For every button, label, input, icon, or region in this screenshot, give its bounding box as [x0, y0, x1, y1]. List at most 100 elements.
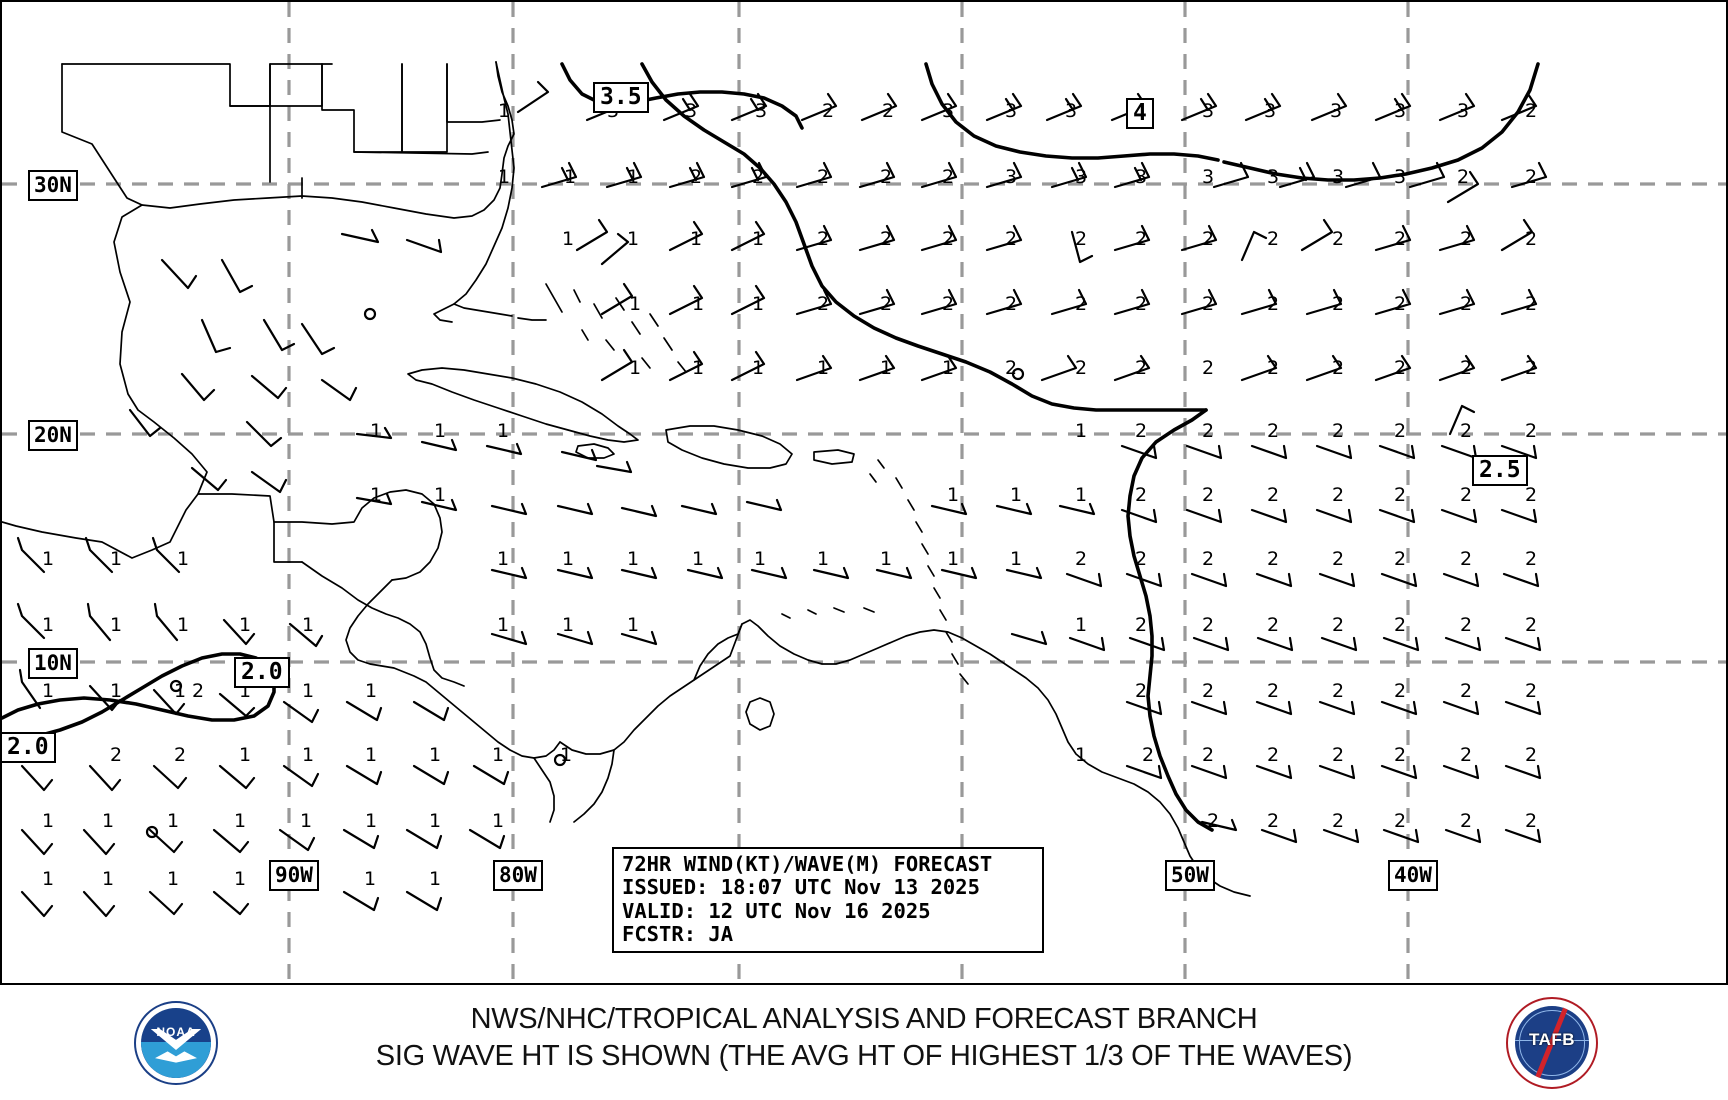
wave-height-value: 2: [1267, 484, 1280, 506]
wave-height-value: 2: [1267, 680, 1280, 702]
tafb-logo-text: TAFB: [1528, 1030, 1576, 1050]
wave-height-value: 2: [1460, 420, 1473, 442]
longitude-label-80w: 80W: [493, 860, 543, 891]
wave-height-value: 2: [1135, 614, 1148, 636]
wave-height-value: 2: [1525, 744, 1538, 766]
wave-height-value: 2: [1460, 484, 1473, 506]
wave-height-value: 2: [880, 166, 893, 188]
wave-height-value: 1: [234, 810, 247, 832]
footer: NOAA NWS/NHC/TROPICAL ANALYSIS AND FOREC…: [0, 985, 1728, 1100]
wave-height-value: 1: [167, 868, 180, 890]
wave-height-value: 2: [1202, 420, 1215, 442]
wave-height-value: 2: [1525, 680, 1538, 702]
wave-height-value: 1: [492, 744, 505, 766]
wave-height-value: 1: [42, 868, 55, 890]
wave-height-value: 3: [1330, 100, 1343, 122]
wave-height-value: 2: [1332, 744, 1345, 766]
wave-height-value: 2: [1332, 484, 1345, 506]
wave-height-value: 1: [562, 548, 575, 570]
coastlines: [2, 61, 1251, 897]
wave-height-value: 1: [177, 548, 190, 570]
wave-height-value: 2: [1332, 357, 1345, 379]
wave-height-value: 1: [692, 293, 705, 315]
wave-height-value: 2: [1394, 548, 1407, 570]
wave-height-value: 1: [102, 810, 115, 832]
longitude-label-90w: 90W: [269, 860, 319, 891]
wave-height-value: 2: [1525, 484, 1538, 506]
wave-height-value: 2: [1460, 744, 1473, 766]
wave-height-value: 2: [110, 744, 123, 766]
wave-height-value: 2: [1332, 810, 1345, 832]
wind-barbs: [16, 80, 1548, 918]
longitude-label-40w: 40W: [1388, 860, 1438, 891]
wave-height-value: 2: [1525, 100, 1538, 122]
wave-height-value: 2: [1525, 810, 1538, 832]
wave-height-value: 1: [239, 614, 252, 636]
wave-height-value: 2: [1267, 548, 1280, 570]
wave-height-value: 1: [42, 614, 55, 636]
wave-height-value: 1: [562, 614, 575, 636]
wave-height-value: 1: [429, 868, 442, 890]
wave-contour-label-1: 4: [1126, 98, 1154, 129]
wave-height-value: 2: [1332, 228, 1345, 250]
info-line-issued: ISSUED: 18:07 UTC Nov 13 2025: [622, 875, 980, 900]
wave-height-value: 1: [692, 357, 705, 379]
wave-height-value: 2: [1394, 357, 1407, 379]
wave-height-value: 2: [1267, 228, 1280, 250]
wave-height-value: 2: [1525, 614, 1538, 636]
wave-height-value: 1: [627, 228, 640, 250]
wave-height-value: 1: [752, 293, 765, 315]
wave-height-value: 2: [1202, 548, 1215, 570]
wave-height-value: 2: [1267, 744, 1280, 766]
wave-height-value: 3: [1394, 166, 1407, 188]
wave-height-value: 2: [1525, 228, 1538, 250]
noaa-logo: NOAA: [130, 997, 222, 1089]
wave-height-value: 1: [110, 680, 123, 702]
wave-height-value: 2: [1457, 166, 1470, 188]
wave-height-value: 1: [629, 293, 642, 315]
wave-height-value: 1: [942, 357, 955, 379]
wave-height-value: 2: [1202, 744, 1215, 766]
wave-height-value: 3: [1202, 100, 1215, 122]
wave-height-value: 2: [1202, 484, 1215, 506]
wave-height-value: 1: [627, 614, 640, 636]
wave-contour-label-4: 2.0: [2, 732, 56, 763]
wave-height-value: 1: [370, 484, 383, 506]
wave-height-value: 1: [364, 868, 377, 890]
wave-height-value: 1: [498, 100, 511, 122]
wave-height-value: 1: [1075, 614, 1088, 636]
wave-height-value: 2: [1135, 357, 1148, 379]
wave-height-value: 3: [1457, 100, 1470, 122]
wave-height-value: 2: [1005, 357, 1018, 379]
wave-height-value: 1: [365, 810, 378, 832]
wave-height-value: 1: [1075, 484, 1088, 506]
wave-height-value: 1: [492, 810, 505, 832]
wave-height-value: 2: [1202, 228, 1215, 250]
wave-height-value: 1: [692, 548, 705, 570]
map-canvas[interactable]: 1333223334333332111222223333333221111222…: [0, 0, 1728, 985]
wave-height-value: 2: [1332, 614, 1345, 636]
wave-height-value: 2: [1135, 228, 1148, 250]
wave-height-value: 2: [1525, 293, 1538, 315]
wave-height-value: 2: [1075, 228, 1088, 250]
wave-height-value: 1: [498, 166, 511, 188]
wave-height-value: 2: [1460, 548, 1473, 570]
latitude-label-10n: 10N: [28, 648, 78, 679]
wave-height-value: 1: [752, 357, 765, 379]
wave-height-value: 2: [817, 166, 830, 188]
wave-height-value: 2: [1332, 548, 1345, 570]
wave-height-value: 1: [817, 548, 830, 570]
wave-height-value: 2: [1332, 680, 1345, 702]
wave-height-value: 1: [42, 548, 55, 570]
wave-height-value: 1: [947, 548, 960, 570]
wave-height-value: 3: [1264, 100, 1277, 122]
wave-height-value: 3: [1065, 100, 1078, 122]
wave-height-value: 1: [174, 680, 187, 702]
wave-height-value: 1: [752, 228, 765, 250]
wave-height-value: 3: [1332, 166, 1345, 188]
wave-height-value: 2: [1460, 810, 1473, 832]
wave-height-value: 3: [1394, 100, 1407, 122]
wave-height-value: 1: [562, 228, 575, 250]
wave-height-value: 3: [1135, 166, 1148, 188]
